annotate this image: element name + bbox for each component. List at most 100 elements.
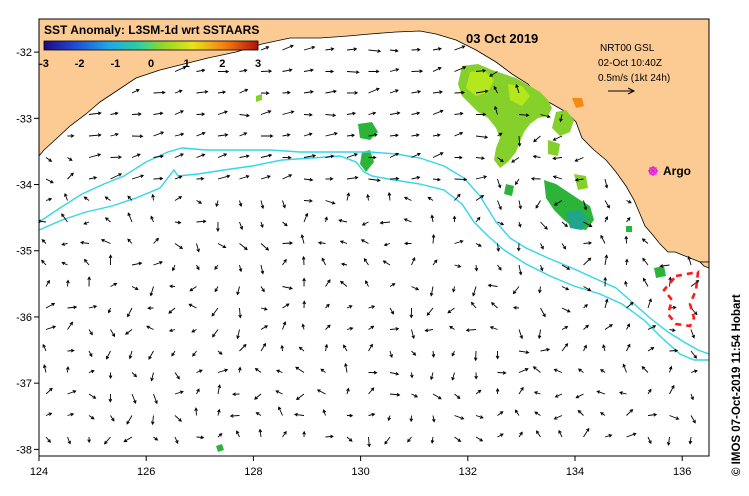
bathymetry-contours	[39, 147, 709, 361]
current-arrow	[583, 304, 588, 309]
current-arrow	[260, 264, 265, 275]
current-arrow	[108, 393, 113, 403]
current-arrow	[540, 307, 546, 318]
current-arrow	[600, 369, 606, 373]
current-arrow	[518, 368, 529, 373]
current-arrow	[110, 155, 122, 159]
current-arrow	[64, 192, 68, 201]
current-arrow	[131, 89, 140, 94]
current-arrow	[540, 114, 551, 119]
current-arrow	[583, 221, 593, 227]
current-arrow	[497, 433, 504, 438]
current-arrow	[604, 434, 613, 438]
current-arrow	[131, 261, 143, 266]
current-arrow	[604, 200, 610, 209]
current-arrow	[454, 177, 468, 182]
current-arrow	[236, 329, 240, 340]
current-arrow	[583, 257, 592, 266]
current-arrow	[577, 368, 584, 373]
current-arrow	[174, 175, 183, 180]
current-arrow	[258, 428, 263, 438]
current-arrow	[533, 391, 541, 395]
current-arrow	[368, 111, 377, 116]
current-arrow	[647, 325, 657, 330]
current-arrow	[321, 257, 326, 266]
current-arrow	[600, 234, 606, 244]
current-arrow	[497, 200, 502, 211]
current-arrow	[410, 372, 414, 379]
current-arrow	[474, 372, 478, 380]
current-arrow	[454, 45, 466, 51]
current-arrow	[432, 133, 441, 138]
current-arrow	[212, 329, 219, 338]
current-arrow	[110, 173, 123, 180]
current-arrow	[238, 307, 242, 319]
current-arrow	[512, 286, 520, 295]
current-arrow	[103, 436, 111, 445]
current-arrow	[368, 49, 382, 53]
current-arrow	[583, 241, 593, 245]
current-arrow	[454, 111, 464, 116]
current-arrow	[346, 436, 353, 442]
current-arrow	[282, 90, 291, 95]
current-arrow	[552, 156, 563, 161]
current-arrow	[41, 239, 47, 244]
current-arrow	[368, 412, 376, 417]
current-arrow	[88, 133, 102, 137]
current-arrow	[260, 342, 267, 352]
current-arrow	[127, 212, 133, 223]
current-arrow	[153, 393, 158, 405]
x-tick-label: 134	[566, 466, 584, 478]
current-arrow	[688, 436, 693, 445]
current-arrow	[475, 389, 482, 395]
current-arrow	[153, 131, 165, 137]
current-arrow	[174, 89, 183, 94]
colorbar-tick-label: 3	[255, 58, 261, 70]
current-arrow	[411, 286, 420, 291]
current-arrow	[561, 221, 568, 228]
current-arrow	[83, 258, 90, 266]
current-arrow	[65, 366, 70, 373]
current-arrow	[473, 350, 478, 362]
x-tick-label: 136	[673, 466, 691, 478]
current-arrow	[537, 329, 542, 340]
current-arrow	[583, 200, 588, 211]
current-arrow	[497, 132, 503, 137]
current-arrow	[389, 283, 396, 287]
map-date: 03 Oct 2019	[466, 31, 538, 46]
current-arrow	[128, 350, 133, 360]
current-arrow	[282, 110, 295, 115]
current-arrow	[88, 350, 93, 358]
current-arrow	[558, 429, 563, 438]
current-arrow	[514, 409, 520, 416]
current-arrow	[432, 67, 442, 72]
current-arrow	[110, 282, 118, 287]
current-arrow	[454, 393, 461, 399]
current-arrow	[174, 66, 187, 72]
current-arrow	[411, 111, 421, 116]
current-arrow	[239, 132, 248, 137]
current-arrow	[487, 283, 498, 288]
current-arrow	[83, 221, 90, 225]
current-arrow	[300, 234, 305, 244]
current-arrow	[432, 90, 443, 94]
current-arrow	[189, 286, 197, 292]
plot-frame	[38, 18, 710, 457]
current-arrow	[690, 280, 700, 287]
current-arrow	[254, 393, 262, 400]
current-arrow	[255, 412, 262, 416]
current-arrow	[387, 191, 392, 201]
current-arrow	[260, 325, 269, 330]
current-arrow	[110, 329, 116, 338]
current-arrow	[517, 221, 522, 228]
current-arrow	[303, 90, 314, 94]
red-dashed-region	[662, 270, 700, 328]
current-arrow	[45, 387, 53, 395]
current-arrow	[61, 213, 68, 223]
current-arrow	[451, 372, 455, 381]
y-tick-label: -34	[16, 180, 32, 192]
y-axis: -32 -33 -34 -35 -36 -37 -38	[16, 47, 39, 456]
current-arrow	[407, 436, 412, 443]
current-arrow	[368, 387, 375, 395]
